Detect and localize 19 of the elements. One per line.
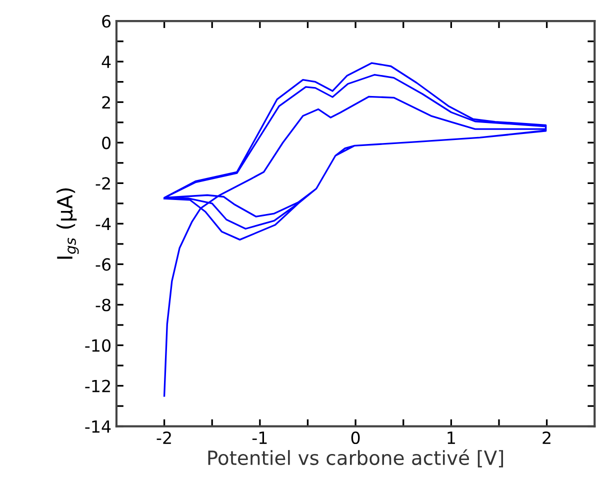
x-tick-label: 0 [351, 431, 360, 444]
y-tick-label: -14 [85, 420, 111, 433]
y-tick-label: -8 [96, 298, 110, 312]
y-tick-label: 2 [102, 96, 110, 108]
x-tick-label: -2 [156, 431, 171, 444]
y-tick-label: 0 [102, 136, 110, 150]
y-tick-label: -10 [85, 339, 111, 352]
y-tick-label: -6 [96, 258, 111, 271]
x-tick-label: -1 [252, 432, 267, 444]
y-tick-label: -4 [96, 218, 111, 230]
y-tick-label: 4 [102, 56, 111, 68]
x-tick-label: 2 [542, 431, 550, 444]
line-series [163, 62, 547, 397]
x-axis-title: Potentiel vs carbone activé [V] [208, 449, 504, 468]
y-tick-label: 6 [102, 15, 111, 28]
y-axis-title: I$_{gs}$ (µA) [56, 188, 79, 259]
x-tick-label: 1 [448, 432, 455, 444]
y-tick-label: -12 [85, 380, 110, 392]
y-tick-label: -2 [96, 177, 110, 190]
